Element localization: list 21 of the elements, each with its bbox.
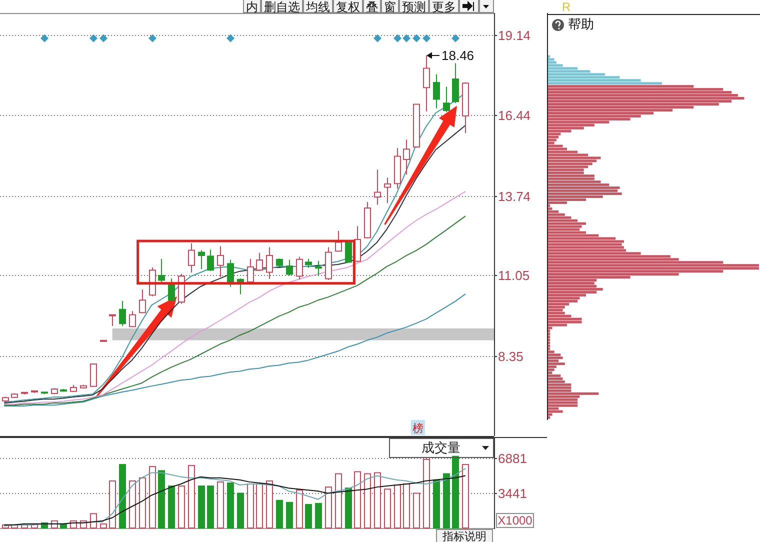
y-axis-title: X1000: [498, 514, 533, 528]
annotation: 更多: [432, 0, 456, 14]
annotation: 窗: [384, 0, 396, 14]
annotation: 18.46: [442, 48, 474, 63]
y-tick-label: 8.35: [498, 349, 524, 364]
annotation: 预测: [402, 0, 426, 14]
text: 帮助: [568, 18, 594, 32]
annotation: 内: [246, 0, 258, 14]
text: 指标说明: [442, 530, 486, 542]
chart-title: 成交量: [422, 440, 460, 456]
annotation: 删自选: [264, 0, 300, 14]
y-tick-label: 11.05: [498, 268, 530, 283]
y-tick-label: 3441: [498, 486, 527, 501]
y-tick-label: 19.14: [498, 28, 531, 43]
text: R: [562, 0, 571, 14]
y-tick-label: 6881: [498, 451, 527, 466]
y-tick-label: 16.44: [498, 108, 531, 123]
annotation: 复权: [336, 0, 360, 14]
y-tick-label: 13.74: [498, 189, 531, 204]
annotation: 均线: [305, 0, 330, 14]
annotation: 叠: [366, 0, 378, 14]
